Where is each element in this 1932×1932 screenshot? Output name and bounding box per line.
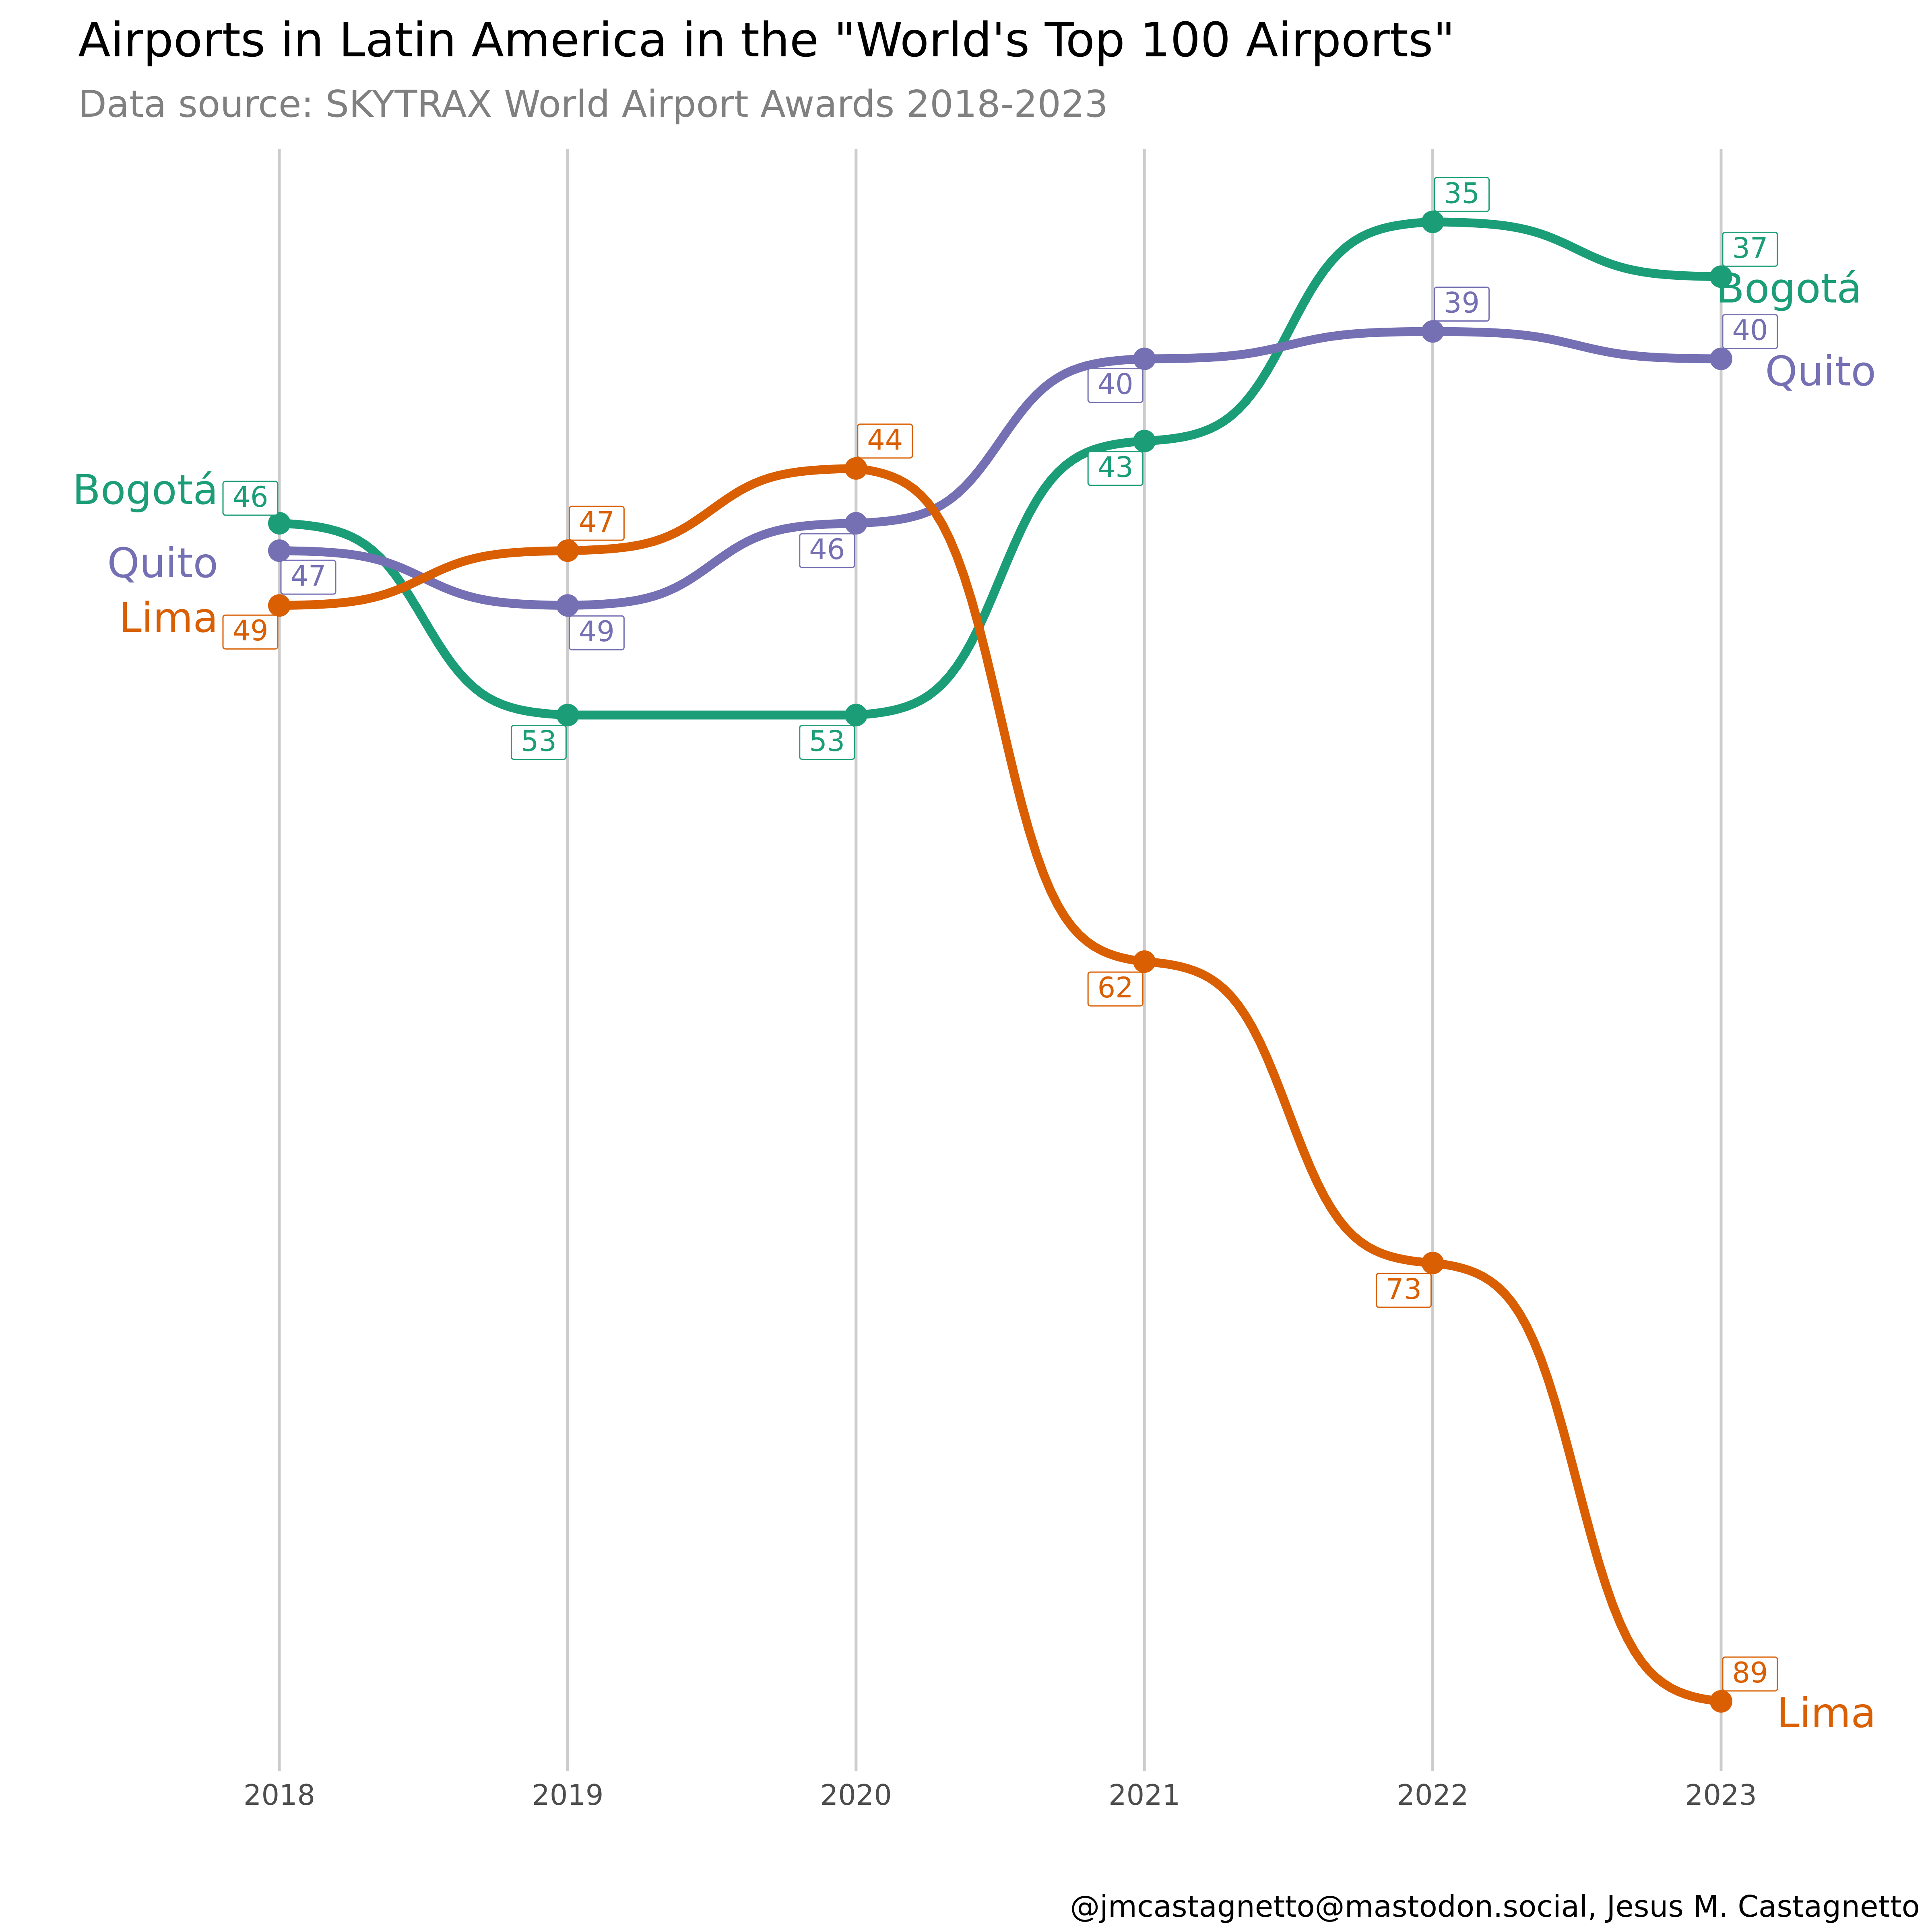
point-lima-2023 — [1710, 1690, 1732, 1713]
value-label-box — [1087, 451, 1144, 486]
value-label-lima-2021: 62 — [1087, 971, 1144, 1007]
value-label-box — [1376, 1273, 1432, 1308]
value-label-quito-2022: 39 — [1434, 287, 1490, 322]
value-label-bogota-2018: 46 — [222, 481, 279, 516]
point-quito-2022 — [1421, 320, 1444, 343]
value-label-text: 47 — [290, 559, 326, 592]
value-label-text: 73 — [1386, 1273, 1422, 1306]
value-label-text: 43 — [1098, 451, 1133, 484]
point-bogota-2022 — [1421, 211, 1444, 233]
x-tick-label-2023: 2023 — [1685, 1779, 1757, 1812]
series-name-left-lima: Lima — [119, 594, 218, 642]
value-label-box — [1722, 231, 1778, 267]
x-tick-label-2019: 2019 — [532, 1779, 603, 1812]
x-tick-label-2020: 2020 — [820, 1779, 892, 1812]
point-bogota-2018 — [268, 512, 291, 535]
point-quito-2020 — [844, 512, 867, 535]
value-label-text: 40 — [1098, 368, 1133, 401]
value-label-bogota-2020: 53 — [799, 724, 855, 760]
value-label-lima-2019: 47 — [568, 506, 625, 541]
value-label-box — [568, 506, 625, 541]
value-label-box — [1722, 314, 1778, 349]
value-label-bogota-2019: 53 — [510, 724, 567, 760]
value-label-box — [1722, 1656, 1778, 1692]
value-label-lima-2020: 44 — [857, 423, 913, 459]
chart-subtitle: Data source: SKYTRAX World Airport Award… — [78, 83, 1108, 126]
value-label-box — [1087, 971, 1144, 1007]
series-name-right-quito: Quito — [1765, 348, 1876, 396]
value-label-quito-2020: 46 — [799, 533, 855, 568]
value-label-box — [799, 724, 855, 760]
point-lima-2022 — [1421, 1251, 1444, 1274]
series-line-lima — [275, 464, 1726, 1706]
point-bogota-2021 — [1133, 429, 1156, 452]
value-label-quito-2019: 49 — [568, 615, 625, 650]
value-label-text: 49 — [232, 614, 268, 647]
x-gridlines — [278, 149, 1723, 1771]
point-bogota-2020 — [844, 704, 867, 727]
value-label-box — [857, 423, 913, 459]
x-tick-label-2022: 2022 — [1397, 1779, 1469, 1812]
x-axis-ticks: 2018 2019 2020 2021 2022 2023 — [244, 1779, 1757, 1812]
series-points — [268, 211, 1732, 1713]
value-label-box — [222, 481, 279, 516]
point-bogota-2019 — [556, 704, 579, 727]
x-tick-label-2021: 2021 — [1108, 1779, 1180, 1812]
value-label-quito-2021: 40 — [1087, 368, 1144, 403]
value-label-text: 53 — [809, 725, 845, 758]
point-quito-2021 — [1133, 347, 1156, 370]
value-label-text: 47 — [579, 506, 615, 539]
x-tick-label-2018: 2018 — [244, 1779, 315, 1812]
value-label-text: 44 — [867, 423, 903, 456]
series-name-right-bogota: Bogotá — [1716, 264, 1862, 312]
series-name-left-quito: Quito — [107, 539, 218, 587]
value-label-lima-2022: 73 — [1376, 1273, 1432, 1308]
series-lines — [275, 217, 1726, 1706]
point-lima-2019 — [556, 539, 579, 562]
point-quito-2023 — [1710, 347, 1732, 370]
value-label-text: 40 — [1732, 314, 1768, 347]
value-label-text: 53 — [521, 725, 557, 758]
value-labels: 46 53 53 43 35 37 47 49 46 40 39 40 49 47 44 62 73 89 — [222, 177, 1778, 1692]
point-lima-2021 — [1133, 950, 1156, 973]
value-label-box — [1087, 368, 1144, 403]
value-label-text: 39 — [1444, 287, 1480, 320]
value-label-quito-2018: 47 — [280, 559, 336, 595]
value-label-lima-2018: 49 — [222, 614, 279, 650]
value-label-lima-2023: 89 — [1722, 1656, 1778, 1692]
value-label-quito-2023: 40 — [1722, 314, 1778, 349]
point-lima-2018 — [268, 594, 291, 617]
point-quito-2018 — [268, 539, 291, 562]
value-label-box — [799, 533, 855, 568]
point-bogota-2023 — [1710, 265, 1732, 288]
series-name-right-lima: Lima — [1777, 1689, 1876, 1737]
series-name-left-bogota: Bogotá — [72, 466, 218, 514]
value-label-bogota-2021: 43 — [1087, 451, 1144, 486]
value-label-text: 35 — [1444, 177, 1480, 210]
value-label-bogota-2022: 35 — [1434, 177, 1490, 212]
point-lima-2020 — [844, 457, 867, 480]
value-label-text: 49 — [579, 615, 615, 648]
series-name-labels: Bogotá Bogotá Quito Quito Lima Lima — [72, 264, 1876, 1737]
value-label-text: 89 — [1732, 1656, 1768, 1689]
point-quito-2019 — [556, 594, 579, 617]
value-label-text: 62 — [1098, 971, 1133, 1004]
value-label-text: 37 — [1732, 231, 1768, 264]
chart-title: Airports in Latin America in the "World'… — [78, 12, 1455, 68]
value-label-box — [1434, 177, 1490, 212]
value-label-text: 46 — [232, 481, 268, 514]
value-label-box — [568, 615, 625, 650]
value-label-box — [510, 724, 567, 760]
value-label-box — [1434, 287, 1490, 322]
chart-caption: @jmcastagnetto@mastodon.social, Jesus M.… — [1070, 1889, 1920, 1924]
value-label-bogota-2023: 37 — [1722, 231, 1778, 267]
value-label-box — [222, 614, 279, 650]
value-label-text: 46 — [809, 533, 845, 566]
series-line-bogota — [275, 217, 1726, 720]
series-line-quito — [275, 327, 1726, 610]
value-label-box — [280, 559, 336, 595]
